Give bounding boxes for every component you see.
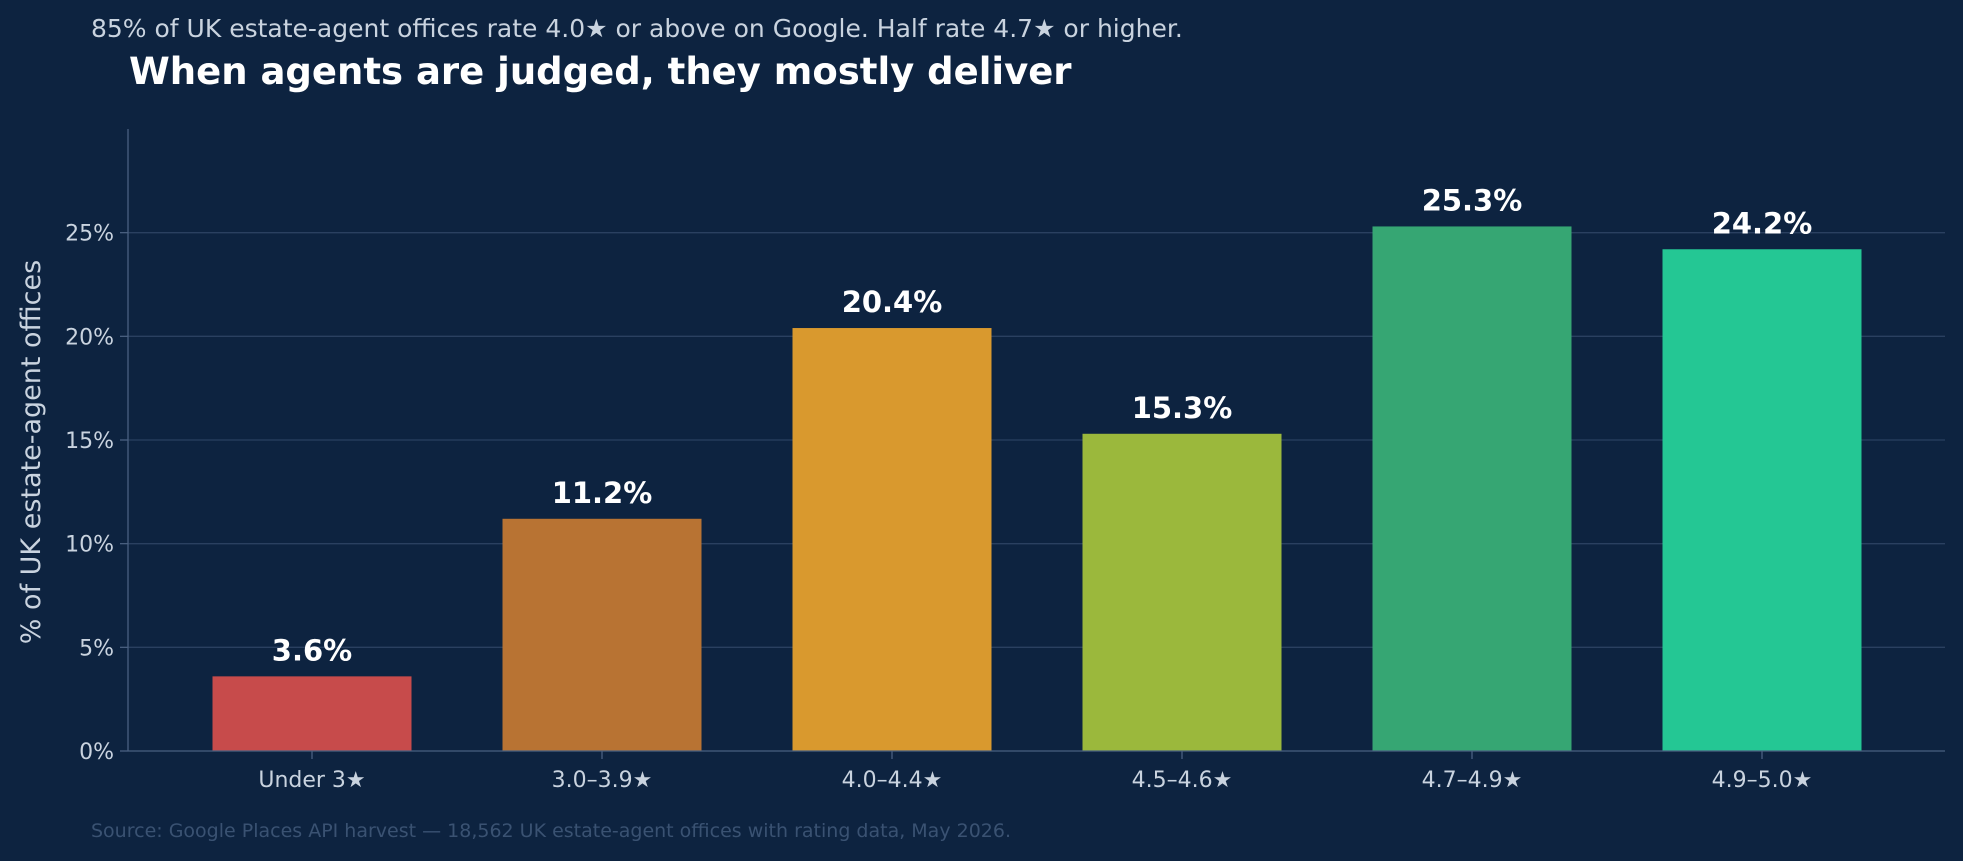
bar	[1372, 226, 1572, 752]
x-tick-label: 4.7–4.9★	[1422, 768, 1523, 793]
y-tick-label: 25%	[65, 222, 114, 247]
x-tick-label: Under 3★	[258, 768, 365, 793]
data-label: 3.6%	[272, 633, 352, 667]
gridlines	[128, 232, 1945, 648]
y-tick-label: 0%	[79, 740, 114, 765]
y-tick-label: 10%	[65, 533, 114, 558]
data-label: 24.2%	[1712, 206, 1813, 240]
data-label: 20.4%	[842, 285, 943, 319]
source-note: Source: Google Places API harvest — 18,5…	[91, 820, 1012, 842]
x-tick-label: 4.5–4.6★	[1132, 768, 1233, 793]
x-tick-label: 4.0–4.4★	[842, 768, 943, 793]
x-tick-label: 3.0–3.9★	[552, 768, 653, 793]
bars	[212, 226, 1862, 752]
y-tick-label: 20%	[65, 325, 114, 350]
data-label: 15.3%	[1132, 391, 1233, 425]
axes	[120, 129, 1945, 759]
bar	[502, 518, 702, 751]
chart-subtitle: 85% of UK estate-agent offices rate 4.0★…	[91, 14, 1183, 43]
bar	[792, 328, 992, 751]
x-tick-label: 4.9–5.0★	[1712, 768, 1813, 793]
data-label: 11.2%	[552, 476, 653, 510]
data-label: 25.3%	[1422, 183, 1523, 217]
bar	[212, 676, 412, 751]
y-tick-label: 15%	[65, 429, 114, 454]
chart-title: When agents are judged, they mostly deli…	[129, 50, 1072, 93]
y-axis-label: % of UK estate-agent offices	[16, 260, 47, 644]
bar	[1662, 249, 1862, 751]
labels: 0% 5% 10% 15% 20% 25% % of UK estate-agent off…	[16, 183, 1812, 793]
bar	[1082, 433, 1282, 751]
y-tick-label: 5%	[79, 636, 114, 661]
